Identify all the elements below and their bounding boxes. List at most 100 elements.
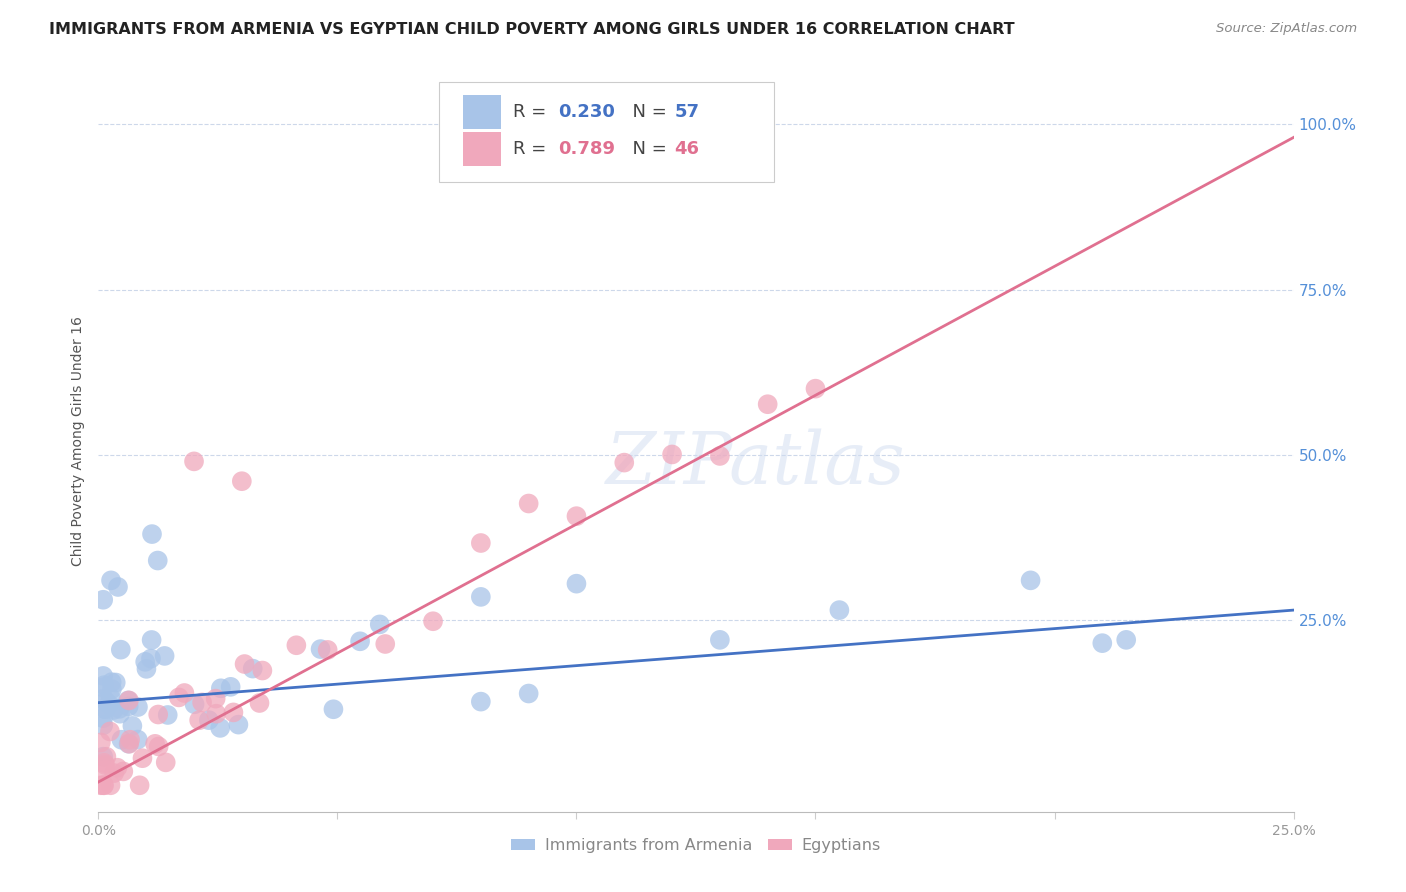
Point bbox=[517, 686, 540, 700]
Point bbox=[90, 778, 112, 792]
Text: N =: N = bbox=[620, 103, 672, 121]
Point bbox=[117, 737, 139, 751]
Point bbox=[127, 732, 149, 747]
Point bbox=[517, 496, 540, 510]
Point bbox=[470, 695, 492, 709]
Point bbox=[141, 632, 163, 647]
Point bbox=[316, 643, 339, 657]
Point bbox=[93, 756, 115, 770]
Point bbox=[804, 382, 827, 396]
Point bbox=[100, 574, 122, 588]
Point bbox=[112, 764, 135, 779]
Text: IMMIGRANTS FROM ARMENIA VS EGYPTIAN CHILD POVERTY AMONG GIRLS UNDER 16 CORRELATI: IMMIGRANTS FROM ARMENIA VS EGYPTIAN CHIL… bbox=[49, 22, 1015, 37]
Point bbox=[118, 737, 141, 751]
Point bbox=[222, 706, 245, 720]
Point bbox=[565, 509, 588, 524]
FancyBboxPatch shape bbox=[439, 82, 773, 183]
Point bbox=[100, 675, 122, 690]
Point bbox=[134, 655, 156, 669]
Point bbox=[349, 634, 371, 648]
Text: R =: R = bbox=[513, 140, 553, 158]
Point bbox=[173, 686, 195, 700]
Point bbox=[613, 456, 636, 470]
Point bbox=[148, 707, 170, 722]
Point bbox=[209, 681, 232, 696]
Point bbox=[108, 706, 131, 721]
Point bbox=[219, 680, 242, 694]
Point bbox=[470, 536, 492, 550]
Text: 0.789: 0.789 bbox=[558, 140, 616, 158]
Point bbox=[191, 695, 214, 709]
Point bbox=[101, 682, 124, 697]
Point bbox=[242, 662, 264, 676]
Point bbox=[103, 766, 125, 780]
Point bbox=[828, 603, 851, 617]
Point bbox=[103, 703, 125, 717]
Point bbox=[146, 553, 169, 567]
Text: 0.230: 0.230 bbox=[558, 103, 616, 121]
Point bbox=[135, 662, 157, 676]
Point bbox=[94, 763, 117, 777]
Point bbox=[94, 694, 117, 708]
Point bbox=[167, 690, 190, 705]
Point bbox=[110, 732, 132, 747]
Point bbox=[127, 700, 149, 714]
Point bbox=[756, 397, 779, 411]
Point bbox=[91, 592, 114, 607]
Point bbox=[228, 717, 250, 731]
Point bbox=[93, 778, 115, 792]
Point bbox=[97, 697, 120, 711]
Text: Source: ZipAtlas.com: Source: ZipAtlas.com bbox=[1216, 22, 1357, 36]
Legend: Immigrants from Armenia, Egyptians: Immigrants from Armenia, Egyptians bbox=[505, 831, 887, 859]
Y-axis label: Child Poverty Among Girls Under 16: Child Poverty Among Girls Under 16 bbox=[70, 317, 84, 566]
Point bbox=[205, 706, 228, 721]
Point bbox=[309, 642, 332, 657]
Point bbox=[91, 749, 114, 764]
Point bbox=[91, 669, 114, 683]
Point bbox=[422, 614, 444, 628]
Point bbox=[108, 702, 131, 716]
Point bbox=[661, 447, 683, 461]
Point bbox=[374, 637, 396, 651]
Point bbox=[183, 698, 205, 712]
Point bbox=[93, 778, 115, 792]
Point bbox=[107, 580, 129, 594]
Point bbox=[93, 702, 115, 716]
Point bbox=[120, 732, 142, 747]
Point bbox=[709, 449, 731, 463]
Point bbox=[209, 721, 232, 735]
Point bbox=[470, 590, 492, 604]
Point bbox=[156, 708, 179, 723]
FancyBboxPatch shape bbox=[463, 95, 501, 128]
Point bbox=[252, 664, 274, 678]
Point bbox=[709, 632, 731, 647]
FancyBboxPatch shape bbox=[463, 132, 501, 166]
Point bbox=[131, 751, 153, 765]
Point bbox=[100, 690, 122, 705]
Point bbox=[322, 702, 344, 716]
Point bbox=[121, 719, 143, 733]
Point bbox=[91, 691, 114, 706]
Point bbox=[1019, 574, 1042, 588]
Text: R =: R = bbox=[513, 103, 553, 121]
Point bbox=[105, 761, 128, 775]
Point bbox=[117, 693, 139, 707]
Point bbox=[198, 713, 221, 727]
Point bbox=[100, 778, 122, 792]
Point bbox=[249, 696, 271, 710]
Text: ZIPatlas: ZIPatlas bbox=[606, 428, 905, 499]
Text: 46: 46 bbox=[675, 140, 699, 158]
Point bbox=[153, 648, 176, 663]
Point bbox=[1115, 632, 1137, 647]
Point bbox=[104, 675, 127, 690]
Point bbox=[118, 693, 141, 707]
Point bbox=[128, 778, 150, 792]
Point bbox=[1091, 636, 1114, 650]
Point bbox=[141, 527, 163, 541]
Point bbox=[91, 718, 114, 732]
Text: N =: N = bbox=[620, 140, 672, 158]
Point bbox=[139, 651, 162, 665]
Text: 57: 57 bbox=[675, 103, 699, 121]
Point bbox=[204, 691, 226, 706]
Point bbox=[231, 474, 253, 488]
